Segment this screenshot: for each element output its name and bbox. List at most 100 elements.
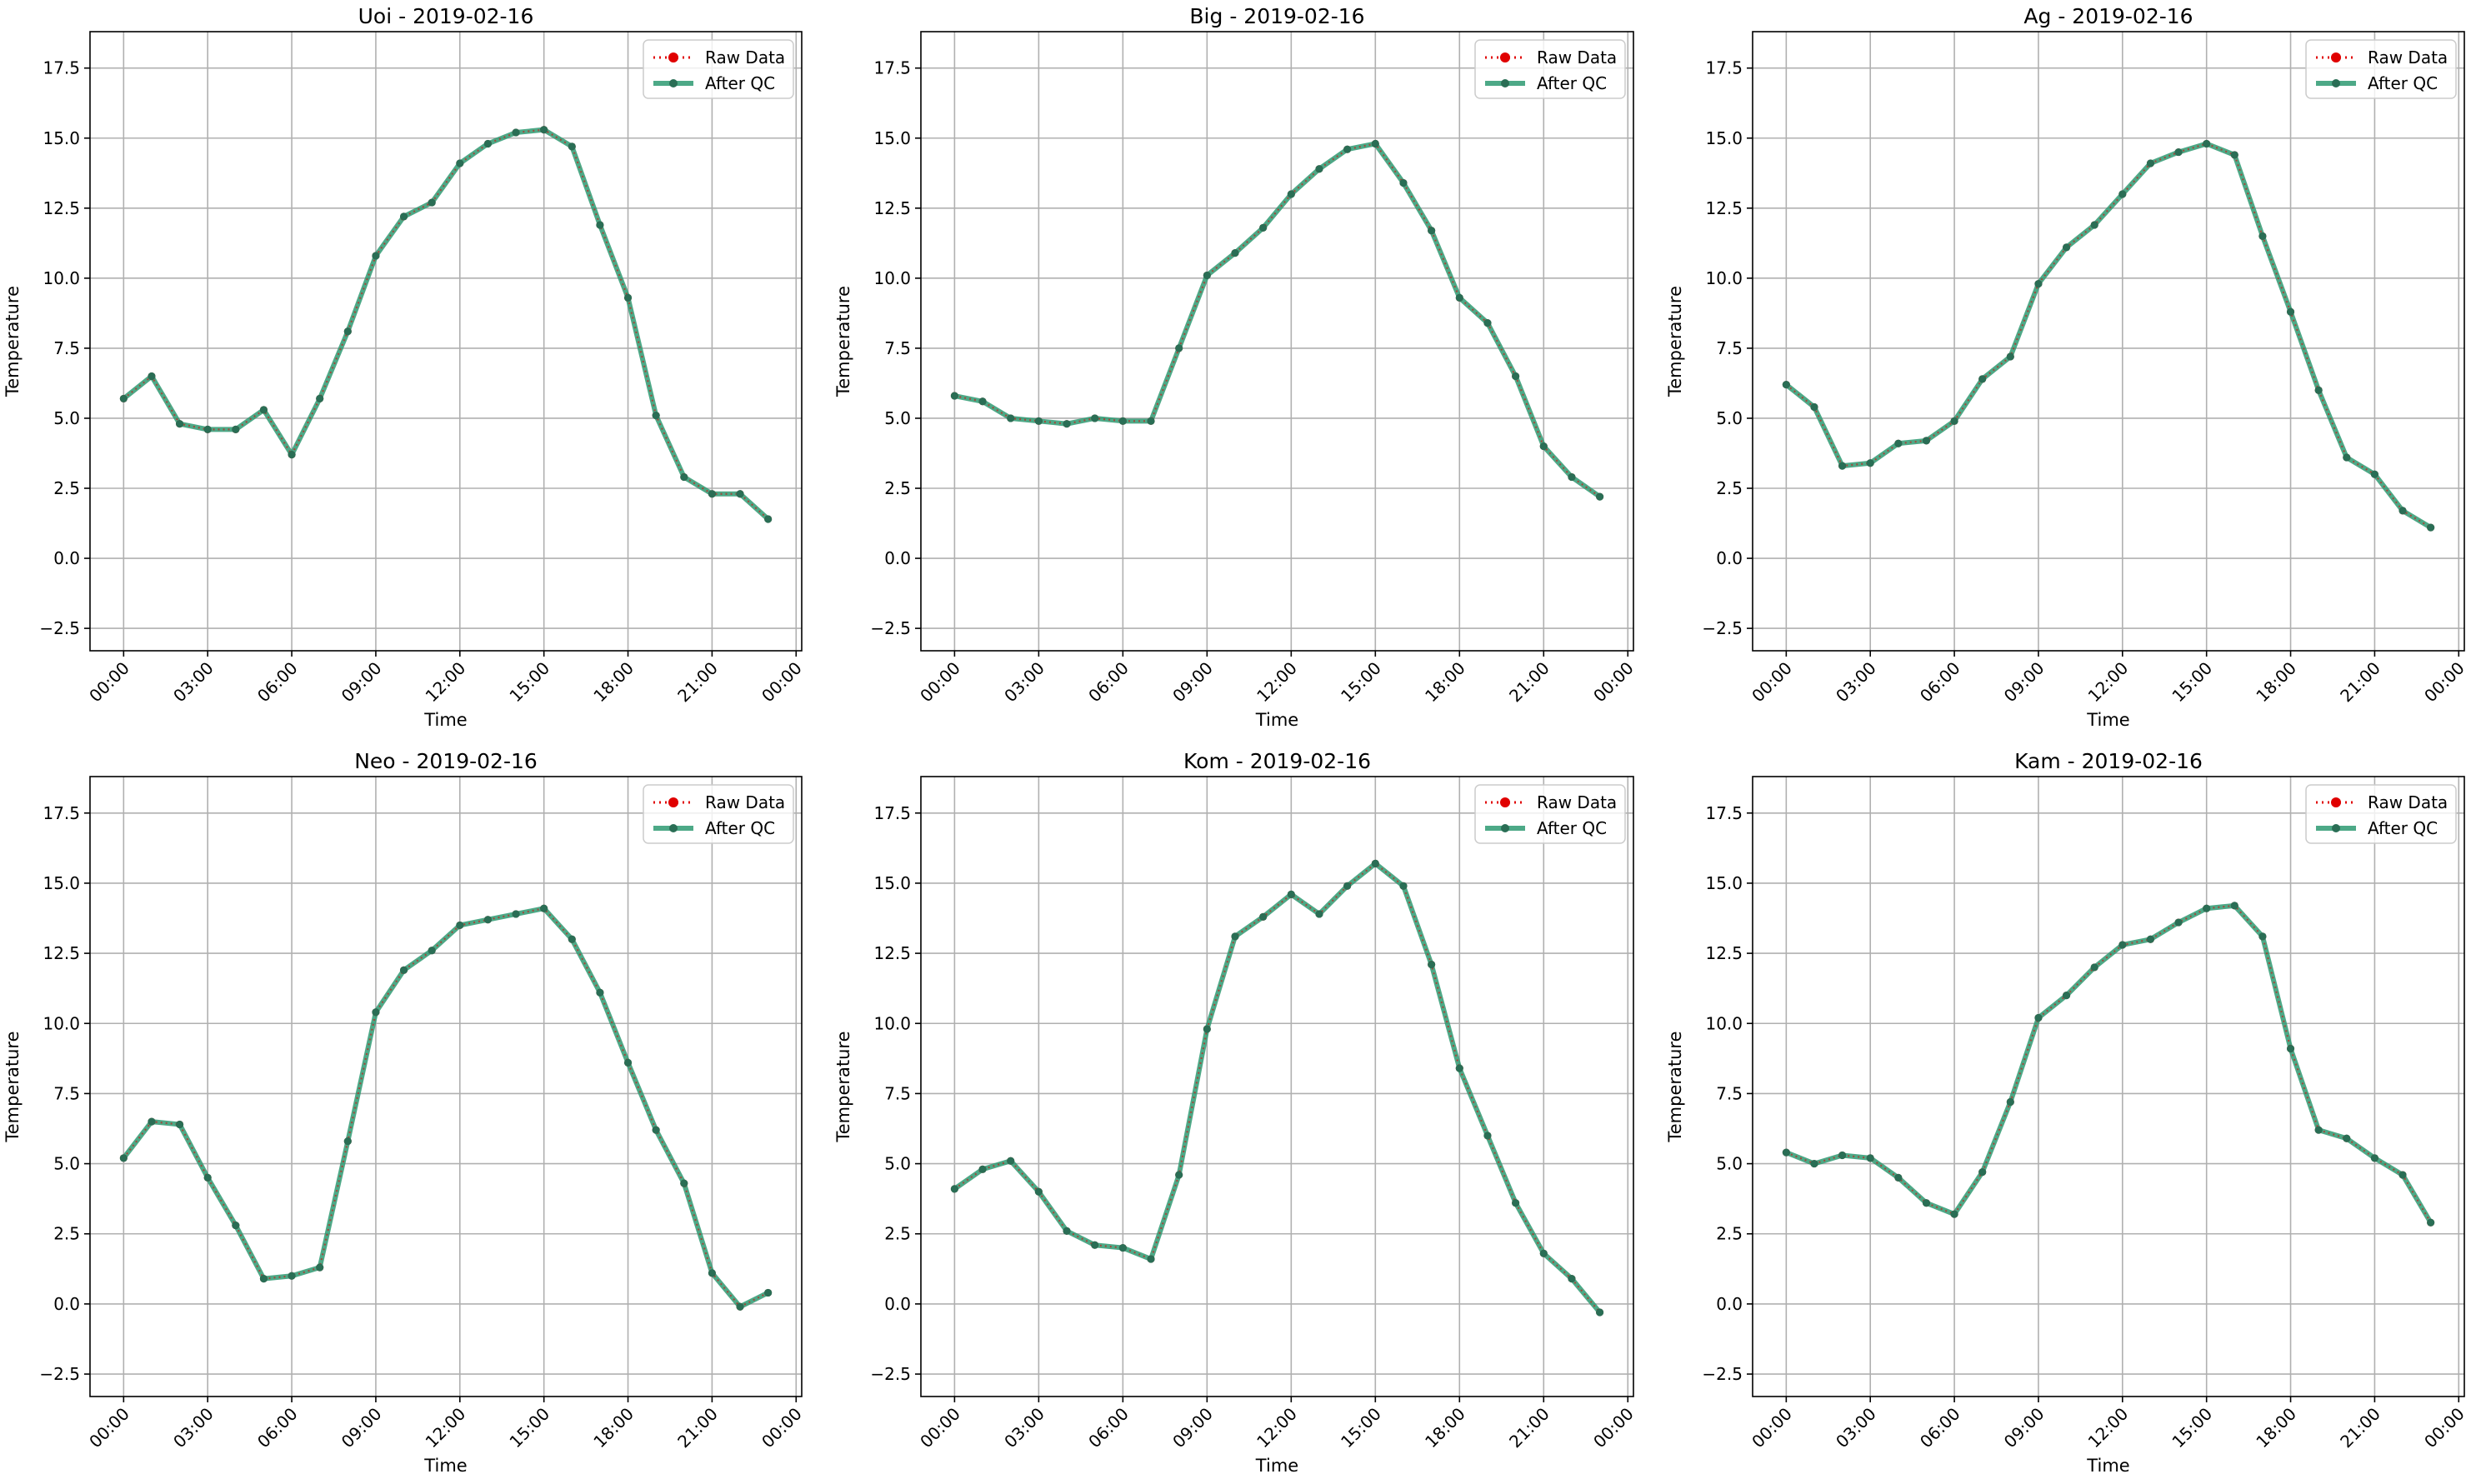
- data-point-after-qc: [2427, 1218, 2435, 1227]
- legend-marker-after-qc: [1501, 79, 1509, 87]
- y-tick-label: 5.0: [1716, 1154, 1743, 1174]
- subplot-title: Kom - 2019-02-16: [1183, 749, 1371, 773]
- y-tick-label: 17.5: [1705, 58, 1743, 78]
- plot-area: [1782, 902, 2435, 1227]
- legend-label-raw-data: Raw Data: [1537, 47, 1617, 67]
- y-tick-label: 7.5: [884, 338, 911, 358]
- legend: Raw Data After QC: [2305, 39, 2457, 99]
- series-line-after-qc: [1783, 141, 2433, 531]
- legend-marker-raw-data: [1500, 797, 1510, 807]
- y-tick-label: 12.5: [43, 943, 80, 963]
- legend: Raw Data After QC: [643, 784, 794, 844]
- legend-marker-raw-data: [668, 797, 678, 807]
- y-tick-label: 17.5: [873, 803, 911, 823]
- y-tick-label: 5.0: [53, 1154, 80, 1174]
- data-point-after-qc: [680, 1179, 688, 1187]
- data-point-after-qc: [399, 212, 408, 221]
- data-point-after-qc: [1147, 1255, 1155, 1263]
- data-point-after-qc: [1512, 1199, 1520, 1207]
- data-point-after-qc: [2286, 307, 2295, 316]
- data-point-after-qc: [1539, 442, 1548, 451]
- data-point-after-qc: [372, 1008, 380, 1017]
- data-point-after-qc: [1315, 910, 1323, 918]
- data-point-after-qc: [1175, 1171, 1183, 1179]
- data-point-after-qc: [623, 293, 633, 302]
- subplot-title: Neo - 2019-02-16: [354, 749, 538, 773]
- y-axis-label: Temperature: [3, 1031, 23, 1142]
- data-point-after-qc: [978, 397, 987, 406]
- data-point-after-qc: [2034, 279, 2043, 288]
- data-point-after-qc: [1231, 248, 1239, 257]
- data-point-after-qc: [708, 1269, 717, 1277]
- data-point-after-qc: [259, 406, 268, 414]
- data-point-after-qc: [1203, 271, 1211, 280]
- data-point-after-qc: [1978, 1168, 1987, 1177]
- x-axis-label: Time: [2086, 710, 2129, 730]
- legend-marker-after-qc: [2332, 79, 2340, 87]
- data-point-after-qc: [764, 1288, 773, 1297]
- data-point-after-qc: [1343, 882, 1352, 890]
- legend: Raw Data After QC: [1474, 784, 1626, 844]
- y-tick-label: 2.5: [1716, 478, 1743, 498]
- data-point-after-qc: [1568, 1275, 1576, 1283]
- data-point-after-qc: [1455, 1064, 1463, 1072]
- y-tick-label: 2.5: [53, 1224, 80, 1244]
- y-tick-label: 5.0: [1716, 408, 1743, 428]
- axes-frame: [1752, 31, 2465, 652]
- y-tick-label: 10.0: [1705, 1013, 1743, 1033]
- legend-label-after-qc: After QC: [1537, 818, 1607, 838]
- data-point-after-qc: [456, 159, 464, 167]
- data-point-after-qc: [2090, 963, 2098, 972]
- y-axis-label: Temperature: [1665, 286, 1685, 397]
- data-point-after-qc: [148, 1117, 156, 1126]
- data-point-after-qc: [1810, 402, 1818, 412]
- y-tick-label: 7.5: [1716, 338, 1743, 358]
- y-tick-label: 0.0: [884, 548, 911, 568]
- data-point-after-qc: [483, 916, 493, 924]
- legend-label-after-qc: After QC: [1537, 73, 1607, 93]
- legend-label-after-qc: After QC: [705, 818, 775, 838]
- data-point-after-qc: [203, 1173, 212, 1182]
- legend-label-raw-data: Raw Data: [1537, 792, 1617, 812]
- axes-frame: [920, 776, 1634, 1397]
- y-axis-label: Temperature: [833, 286, 853, 397]
- data-point-after-qc: [2090, 221, 2098, 229]
- legend-marker-raw-data: [2331, 797, 2341, 807]
- data-point-after-qc: [1838, 1151, 1847, 1160]
- y-tick-label: 17.5: [1705, 803, 1743, 823]
- data-point-after-qc: [1428, 227, 1436, 235]
- data-point-after-qc: [2174, 147, 2183, 157]
- y-tick-label: 15.0: [43, 128, 80, 148]
- legend-label-raw-data: Raw Data: [2368, 792, 2448, 812]
- data-point-after-qc: [2314, 386, 2323, 394]
- data-point-after-qc: [764, 515, 773, 523]
- data-point-after-qc: [316, 394, 324, 403]
- data-point-after-qc: [203, 425, 212, 434]
- y-axis-label: Temperature: [3, 286, 23, 397]
- data-point-after-qc: [288, 451, 296, 459]
- data-point-after-qc: [1894, 1173, 1903, 1182]
- axes-frame: [920, 31, 1634, 652]
- data-point-after-qc: [2398, 507, 2407, 515]
- data-point-after-qc: [119, 1154, 128, 1162]
- data-point-after-qc: [1007, 414, 1015, 422]
- y-tick-label: 2.5: [884, 1224, 911, 1244]
- y-tick-label: 7.5: [53, 1083, 80, 1103]
- data-point-after-qc: [2203, 139, 2211, 148]
- y-tick-label: 5.0: [53, 408, 80, 428]
- data-point-after-qc: [2062, 243, 2071, 252]
- data-point-after-qc: [1950, 417, 1958, 425]
- y-tick-label: 17.5: [43, 803, 80, 823]
- data-point-after-qc: [399, 966, 408, 974]
- y-tick-label: 7.5: [53, 338, 80, 358]
- data-point-after-qc: [428, 947, 436, 955]
- data-point-after-qc: [1287, 190, 1295, 198]
- data-point-after-qc: [2343, 1134, 2351, 1142]
- data-point-after-qc: [1512, 372, 1520, 381]
- data-point-after-qc: [2062, 991, 2071, 1000]
- data-point-after-qc: [1978, 375, 1987, 383]
- y-tick-label: 10.0: [873, 268, 911, 288]
- y-tick-label: −2.5: [870, 618, 911, 638]
- data-point-after-qc: [1922, 1199, 1931, 1207]
